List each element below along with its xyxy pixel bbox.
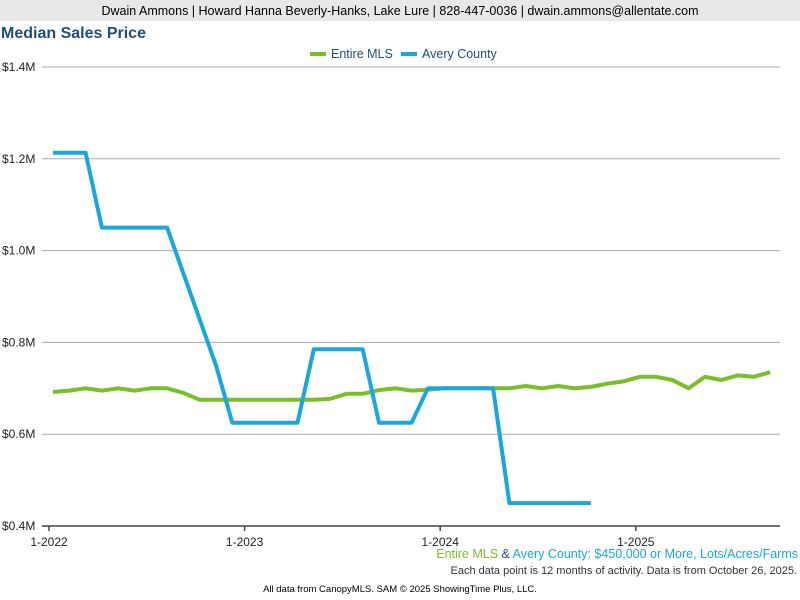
x-tick-label: 1-2025: [617, 535, 655, 548]
x-axis: 1-2022 1-2023 1-2024 1-2025: [30, 525, 780, 548]
line-chart: $0.4M$0.6M$0.8M$1.0M$1.2M$1.4M 1-2022 1-2…: [2, 47, 780, 548]
series-lines: [52, 150, 771, 506]
filter-note: Entire MLS & Avery County: $450,000 or M…: [436, 547, 798, 561]
y-tick-label: $1.0M: [2, 244, 35, 258]
x-tick-label: 1-2022: [30, 535, 68, 548]
filter-note-join: &: [498, 547, 513, 561]
legend-label: Entire MLS: [331, 47, 393, 61]
agent-info-text: Dwain Ammons | Howard Hanna Beverly-Hank…: [101, 4, 699, 18]
y-tick-label: $0.6M: [2, 427, 35, 441]
agent-info-bar: Dwain Ammons | Howard Hanna Beverly-Hank…: [0, 0, 800, 21]
filter-note-rest: : $450,000 or More, Lots/Acres/Farms: [587, 547, 798, 561]
filter-note-series-1: Entire MLS: [436, 547, 499, 561]
y-tick-label: $1.4M: [2, 60, 35, 74]
y-tick-label: $1.2M: [2, 152, 35, 166]
legend: Entire MLS Avery County: [310, 47, 498, 61]
chart-title: Median Sales Price: [1, 25, 146, 42]
legend-label: Avery County: [422, 47, 498, 61]
activity-note: Each data point is 12 months of activity…: [450, 565, 797, 577]
series-line-entire-mls: [52, 370, 771, 402]
y-tick-label: $0.8M: [2, 335, 35, 349]
filter-note-series-2: Avery County: [512, 547, 588, 561]
footer-credit: All data from CanopyMLS. SAM © 2025 Show…: [263, 584, 537, 595]
x-tick-label: 1-2023: [226, 535, 264, 548]
y-tick-label: $0.4M: [2, 519, 35, 533]
x-tick-label: 1-2024: [422, 535, 460, 548]
series-line-avery-county: [53, 150, 591, 506]
gridlines: [42, 66, 780, 435]
y-axis-tick-labels: $0.4M $0.6M $0.8M $1.0M $1.2M $1.4M: [2, 60, 35, 533]
